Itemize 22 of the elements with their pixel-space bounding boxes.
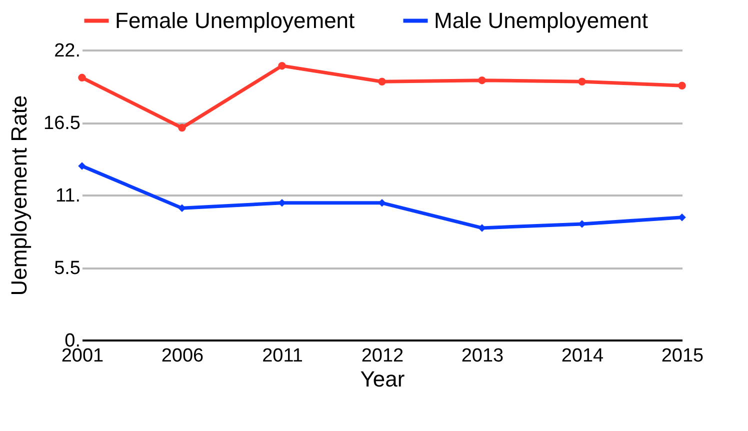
legend-label: Female Unemployement xyxy=(115,8,355,33)
y-tick-label: 22. xyxy=(54,40,80,62)
y-tick-label: 11. xyxy=(55,186,80,206)
x-tick-label: 2014 xyxy=(561,346,604,366)
y-axis-title: Uemployement Rate xyxy=(6,95,32,296)
x-tick-label: 2011 xyxy=(262,346,303,366)
y-tick-label: 16.5 xyxy=(44,113,80,134)
legend-label: Male Unemployement xyxy=(434,8,648,33)
point xyxy=(378,78,386,86)
point xyxy=(78,74,86,82)
x-axis-title: Year xyxy=(360,366,405,392)
point xyxy=(78,162,86,170)
x-tick-label: 2013 xyxy=(461,346,504,366)
x-tick-label: 2015 xyxy=(661,346,704,366)
point xyxy=(478,76,486,84)
point xyxy=(278,62,286,70)
point xyxy=(578,78,586,86)
point xyxy=(678,82,686,90)
x-tick-label: 2012 xyxy=(361,346,404,366)
point xyxy=(178,124,186,132)
x-tick-label: 2006 xyxy=(161,346,204,366)
y-tick-label: 5.5 xyxy=(54,258,80,279)
